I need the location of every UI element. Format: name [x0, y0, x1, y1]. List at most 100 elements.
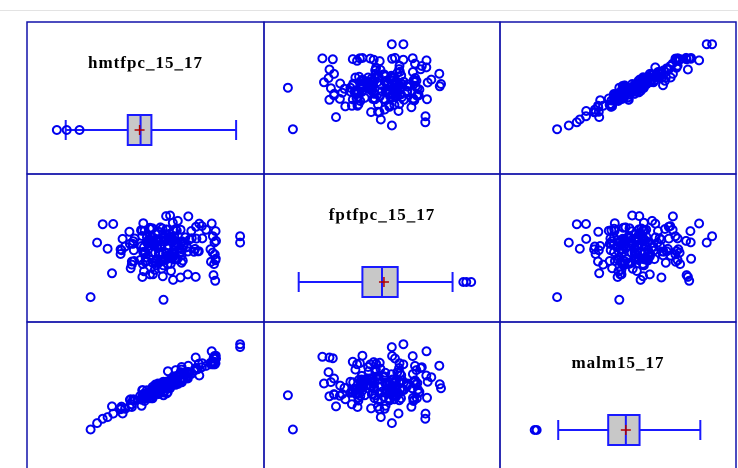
scatter-point-1-2 — [581, 219, 591, 229]
scatter-point-0-1 — [386, 120, 397, 131]
scatter-point-0-1 — [421, 62, 432, 73]
scatter-point-2-0 — [158, 390, 169, 401]
scatter-point-0-1 — [384, 101, 395, 112]
scatter-point-1-2 — [684, 275, 695, 286]
scatter-point-2-0 — [102, 412, 113, 423]
scatter-point-2-1 — [421, 346, 432, 357]
scatter-point-0-1 — [381, 84, 392, 95]
scatter-point-0-1 — [356, 82, 367, 93]
scatter-point-0-1 — [416, 61, 427, 71]
scatter-point-2-1 — [421, 370, 432, 381]
scatter-point-2-1 — [339, 382, 350, 393]
scatter-point-1-2 — [574, 243, 585, 254]
scatter-point-0-1 — [378, 69, 389, 80]
scatter-point-0-1 — [402, 87, 413, 98]
scatter-point-1-2 — [656, 272, 667, 283]
scatter-point-2-1 — [340, 394, 351, 405]
scatter-point-0-2 — [563, 120, 574, 131]
scatter-point-0-1 — [331, 112, 341, 123]
scatter-point-1-0 — [97, 219, 108, 230]
scatter-point-0-1 — [287, 124, 298, 135]
scatter-point-2-0 — [175, 367, 186, 378]
scatter-point-1-2 — [627, 210, 638, 221]
scatter-point-1-0 — [211, 235, 221, 246]
scatter-point-1-0 — [152, 226, 163, 237]
scatter-point-2-1 — [282, 390, 293, 401]
scatter-point-0-1 — [345, 82, 356, 93]
variable-title: malm15_17 — [571, 353, 664, 372]
scatter-point-0-1 — [282, 82, 293, 93]
scatter-point-2-1 — [356, 376, 367, 387]
scatter-point-0-2 — [571, 117, 582, 128]
scatter-point-2-0 — [107, 401, 117, 412]
scatter-point-0-2 — [617, 91, 628, 102]
cell-frame-0-0 — [26, 21, 265, 175]
scatter-point-1-0 — [181, 242, 192, 253]
scatter-point-2-0 — [235, 339, 246, 350]
scatter-point-0-1 — [339, 83, 350, 94]
scatter-point-1-0 — [138, 246, 149, 257]
scatter-point-1-0 — [210, 275, 221, 286]
scatter-point-2-0 — [128, 395, 139, 405]
scatter-point-0-1 — [387, 53, 398, 64]
scatter-point-0-2 — [594, 112, 605, 123]
outlier-point — [466, 277, 477, 287]
variable-title: hmtfpc_15_17 — [88, 53, 203, 72]
scatter-point-2-0 — [162, 366, 173, 377]
scatter-point-1-0 — [172, 215, 183, 226]
scatter-point-1-2 — [605, 245, 616, 256]
scatter-point-0-2 — [614, 82, 625, 93]
scatter-point-0-1 — [323, 73, 334, 84]
scatter-point-1-2 — [552, 292, 563, 303]
scatter-point-0-2 — [670, 53, 681, 64]
scatter-point-0-1 — [354, 53, 365, 64]
scatter-point-2-1 — [387, 351, 398, 361]
scatter-point-1-2 — [609, 223, 620, 234]
scatter-point-2-1 — [386, 418, 397, 429]
scatter-point-1-0 — [209, 249, 220, 260]
scatter-point-0-2 — [685, 53, 696, 64]
scatter-point-1-2 — [701, 237, 712, 248]
scatter-point-2-1 — [351, 389, 362, 400]
scatter-point-2-1 — [407, 383, 418, 394]
scatter-point-1-2 — [633, 240, 644, 251]
scatter-point-2-0 — [85, 424, 96, 435]
scatter-point-0-2 — [701, 39, 712, 50]
scatter-point-1-2 — [629, 247, 640, 258]
scatter-point-1-0 — [128, 245, 139, 256]
scatter-point-2-1 — [354, 358, 365, 369]
scatter-point-2-1 — [398, 339, 409, 350]
scatter-point-1-2 — [685, 226, 696, 237]
scatter-point-1-0 — [210, 226, 221, 237]
outlier-point — [61, 125, 72, 135]
scatter-point-1-2 — [656, 246, 667, 257]
scatter-point-1-2 — [612, 235, 623, 246]
scatter-point-2-0 — [184, 367, 195, 378]
scatter-point-1-2 — [694, 218, 705, 229]
scatter-point-0-2 — [615, 93, 626, 103]
scatter-point-2-0 — [210, 351, 221, 362]
scatter-point-1-0 — [176, 236, 187, 247]
scatter-point-2-1 — [393, 408, 404, 419]
scatter-point-2-0 — [208, 353, 219, 364]
scatter-point-2-1 — [331, 401, 341, 412]
scatter-point-2-1 — [373, 395, 383, 405]
scatter-point-0-1 — [370, 63, 381, 74]
scatter-point-1-2 — [707, 231, 718, 242]
scatter-point-2-1 — [386, 342, 397, 353]
scatter-point-1-2 — [639, 254, 650, 265]
scatter-point-1-0 — [138, 218, 149, 229]
scatter-point-2-1 — [411, 393, 422, 404]
scatter-point-1-0 — [207, 247, 218, 258]
scatter-point-1-2 — [581, 233, 592, 244]
scatter-point-1-2 — [614, 294, 625, 305]
scatter-point-2-1 — [287, 424, 298, 435]
scatter-point-0-1 — [324, 94, 335, 105]
scatter-point-0-1 — [365, 76, 376, 87]
scatter-point-1-2 — [609, 218, 620, 229]
scatter-point-1-2 — [612, 272, 623, 282]
scatter-point-2-1 — [434, 360, 445, 371]
scatter-point-1-2 — [603, 225, 614, 236]
scatter-point-2-0 — [115, 403, 126, 414]
scatter-point-1-2 — [593, 256, 603, 267]
